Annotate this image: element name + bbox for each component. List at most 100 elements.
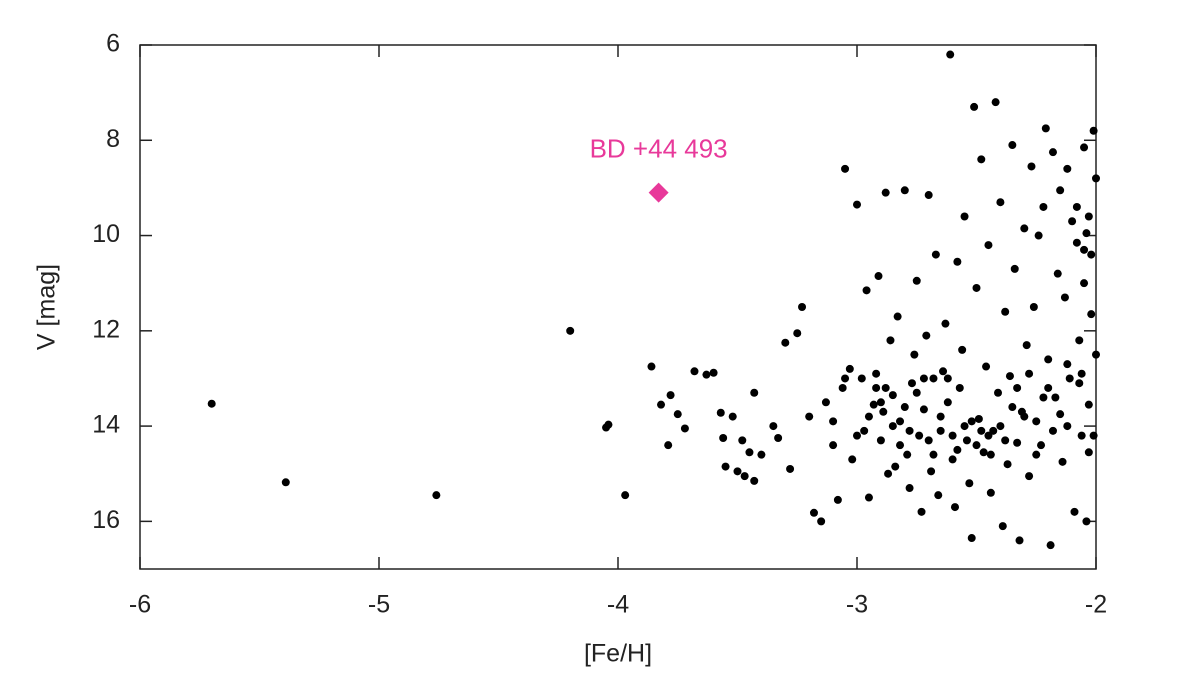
- data-point: [745, 448, 754, 457]
- data-point: [960, 212, 969, 221]
- data-point: [1092, 350, 1100, 359]
- data-point: [1056, 186, 1065, 195]
- data-point: [943, 398, 952, 407]
- data-point: [1058, 457, 1067, 466]
- data-point: [1041, 124, 1050, 133]
- data-point: [728, 412, 737, 421]
- data-point: [934, 491, 943, 500]
- data-point: [896, 441, 905, 450]
- data-point: [1063, 360, 1072, 369]
- data-point: [929, 450, 938, 459]
- data-point: [869, 400, 878, 409]
- data-point: [1039, 202, 1048, 211]
- data-point: [1025, 369, 1034, 378]
- data-point: [719, 434, 728, 442]
- data-point: [1082, 517, 1091, 526]
- data-point: [912, 276, 921, 285]
- data-point: [881, 188, 890, 197]
- data-point: [621, 491, 630, 500]
- data-point: [991, 98, 1000, 107]
- data-point: [805, 412, 814, 421]
- data-point: [604, 420, 613, 429]
- data-point: [943, 374, 952, 383]
- data-point: [998, 522, 1007, 531]
- y-tick-label: 12: [92, 315, 120, 343]
- y-axis-label: V [mag]: [33, 264, 61, 350]
- x-tick-label: -3: [846, 591, 868, 619]
- data-point: [907, 379, 916, 388]
- data-point: [721, 462, 730, 471]
- data-point: [955, 383, 964, 392]
- data-point: [702, 370, 711, 379]
- data-point: [1080, 245, 1089, 254]
- data-point: [786, 464, 795, 473]
- y-tick-label: 10: [92, 220, 120, 248]
- data-point: [1051, 393, 1060, 402]
- data-point: [946, 50, 955, 59]
- data-point: [1032, 417, 1041, 426]
- data-point: [848, 455, 857, 464]
- data-point: [769, 422, 778, 431]
- data-point: [1044, 355, 1053, 364]
- data-point: [1032, 450, 1041, 459]
- data-point: [888, 391, 897, 400]
- data-point: [1084, 448, 1093, 457]
- data-point: [941, 319, 950, 328]
- data-point: [1053, 269, 1062, 278]
- data-point: [977, 155, 986, 164]
- data-point: [750, 388, 759, 397]
- data-point: [917, 507, 926, 516]
- data-point: [1056, 410, 1065, 419]
- data-point: [566, 326, 575, 335]
- x-tick-label: -5: [368, 591, 390, 619]
- data-point: [657, 400, 666, 409]
- data-point: [953, 445, 962, 454]
- data-point: [845, 364, 854, 373]
- data-point: [798, 303, 807, 311]
- data-point: [974, 414, 983, 423]
- data-point: [996, 198, 1005, 207]
- x-tick-label: -6: [129, 591, 151, 619]
- data-point: [1034, 231, 1043, 240]
- data-point: [886, 336, 895, 345]
- data-point: [982, 362, 991, 371]
- data-point: [1072, 202, 1081, 211]
- data-point: [986, 488, 995, 497]
- data-point: [910, 350, 919, 359]
- data-point: [1020, 412, 1029, 421]
- data-point: [876, 436, 885, 445]
- data-point: [967, 417, 976, 426]
- data-point: [1044, 383, 1053, 392]
- data-point: [841, 164, 850, 173]
- data-point: [1001, 307, 1010, 316]
- data-point: [1077, 369, 1086, 378]
- data-point: [1005, 372, 1014, 381]
- data-point: [996, 422, 1005, 431]
- data-point: [965, 479, 974, 488]
- data-point: [647, 362, 656, 371]
- data-point: [709, 368, 718, 377]
- x-tick-label: -2: [1085, 591, 1107, 619]
- data-point: [1065, 374, 1074, 383]
- data-point: [1089, 126, 1098, 135]
- data-point: [1048, 426, 1057, 435]
- data-point: [1084, 400, 1093, 409]
- data-point: [905, 426, 914, 435]
- data-point: [1063, 164, 1072, 173]
- data-point: [1008, 403, 1017, 412]
- data-point: [924, 191, 933, 200]
- data-point: [893, 312, 902, 321]
- data-point: [690, 367, 699, 376]
- data-point: [984, 431, 993, 440]
- data-point: [1087, 250, 1096, 259]
- data-point: [774, 434, 783, 442]
- data-point: [1029, 303, 1038, 311]
- data-point: [927, 467, 936, 476]
- data-point: [984, 241, 993, 250]
- data-point: [841, 374, 850, 383]
- y-tick-label: 8: [106, 125, 120, 153]
- data-point: [666, 391, 675, 400]
- data-point: [874, 272, 883, 281]
- data-point: [994, 388, 1003, 397]
